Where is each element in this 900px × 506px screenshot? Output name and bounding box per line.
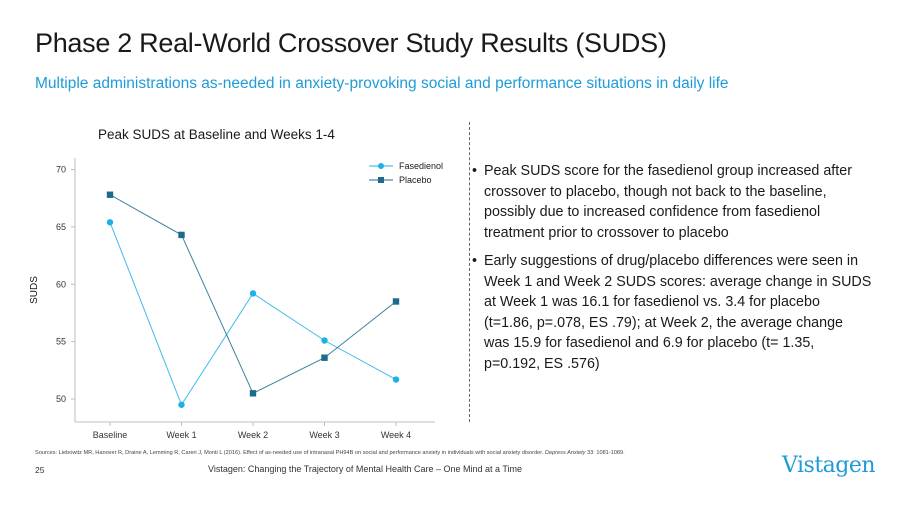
chart-title: Peak SUDS at Baseline and Weeks 1-4 — [98, 127, 335, 142]
data-point-placebo — [106, 191, 114, 198]
legend-label: Fasedienol — [399, 161, 443, 171]
legend-marker-fasedienol — [378, 163, 384, 169]
finding-bullet: Early suggestions of drug/placebo differ… — [472, 251, 872, 374]
data-point-fasedienol — [106, 219, 114, 226]
data-point-placebo — [321, 354, 328, 361]
column-divider — [469, 122, 470, 422]
data-point-placebo — [178, 231, 185, 239]
legend-marker-placebo — [378, 177, 384, 183]
data-point-fasedienol — [392, 376, 400, 383]
data-point-fasedienol — [321, 337, 328, 344]
series-line-fasedienol — [109, 222, 397, 406]
x-tick-label: Week 1 — [166, 430, 196, 440]
sources-citation: Sources: Liebowitz MR, Hanover R, Draine… — [35, 450, 625, 456]
sources-journal: Depress Anxiety — [544, 450, 586, 456]
y-tick-label: 70 — [56, 164, 66, 174]
data-point-placebo — [249, 390, 257, 397]
finding-bullet: Peak SUDS score for the fasedienol group… — [472, 161, 872, 243]
x-tick-label: Week 4 — [381, 430, 411, 440]
x-tick-label: Week 2 — [238, 430, 268, 440]
y-tick-label: 50 — [56, 394, 66, 404]
slide-title: Phase 2 Real-World Crossover Study Resul… — [35, 28, 667, 58]
slide-subtitle: Multiple administrations as-needed in an… — [35, 75, 729, 92]
vistagen-logo: Vistagen — [782, 453, 876, 478]
page-number: 25 — [35, 465, 45, 475]
sources-prefix: Sources: Liebowitz MR, Hanover R, Draine… — [35, 450, 544, 456]
footer-tagline: Vistagen: Changing the Trajectory of Men… — [208, 464, 523, 474]
y-tick-label: 55 — [56, 337, 66, 347]
suds-line-chart: 50 55 60 65 70 SUDS Baseline Week 1 Week 2 Week 3… — [29, 158, 443, 440]
findings-list: Peak SUDS score for the fasedienol group… — [472, 161, 872, 382]
legend-label: Placebo — [399, 175, 432, 185]
y-axis-title: SUDS — [29, 276, 40, 304]
y-tick-label: 65 — [56, 222, 66, 232]
sources-suffix: 33: 1081-1089. — [587, 450, 625, 456]
x-tick-label: Week 3 — [309, 430, 339, 440]
y-tick-label: 60 — [56, 279, 66, 289]
data-point-placebo — [392, 298, 400, 305]
data-point-fasedienol — [249, 290, 257, 297]
data-point-fasedienol — [178, 401, 185, 408]
x-tick-label: Baseline — [93, 430, 128, 440]
